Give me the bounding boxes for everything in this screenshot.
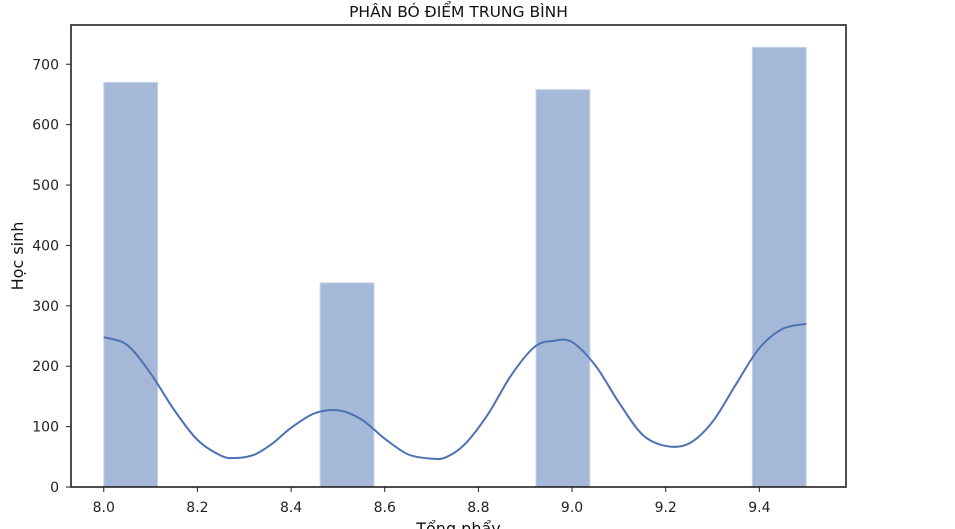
bars-group xyxy=(103,46,807,488)
x-axis-label: Tổng phẩy xyxy=(415,519,501,529)
x-tick-label: 8.2 xyxy=(186,500,208,516)
x-tick-label: 9.4 xyxy=(748,500,770,516)
histogram-bar xyxy=(103,81,159,488)
histogram-bar xyxy=(751,46,807,488)
x-tick-label: 9.2 xyxy=(655,500,677,516)
y-tick-label: 600 xyxy=(32,118,59,134)
plot-frame xyxy=(70,24,847,488)
y-axis-ticks: 0 100 200 300 400 500 600 700 xyxy=(32,57,71,496)
x-tick-label: 8.0 xyxy=(93,500,115,516)
x-axis-ticks: 8.0 8.2 8.4 8.6 8.8 9.0 9.2 9.4 xyxy=(93,487,771,516)
y-axis-label: Học sinh xyxy=(8,222,27,291)
chart-title: PHÂN BÓ ĐIỂM TRUNG BÌNH xyxy=(349,0,568,21)
x-tick-label: 9.0 xyxy=(561,500,583,516)
y-tick-label: 0 xyxy=(50,480,59,496)
y-tick-label: 400 xyxy=(32,238,59,254)
histogram-bar xyxy=(319,282,375,488)
y-tick-label: 500 xyxy=(32,178,59,194)
y-tick-label: 200 xyxy=(32,359,59,375)
y-tick-label: 300 xyxy=(32,299,59,315)
x-tick-label: 8.8 xyxy=(467,500,489,516)
y-tick-label: 700 xyxy=(32,57,59,73)
x-tick-label: 8.6 xyxy=(374,500,396,516)
kde-curve xyxy=(103,322,807,461)
x-tick-label: 8.4 xyxy=(280,500,302,516)
y-tick-label: 100 xyxy=(32,420,59,436)
histogram-bar xyxy=(535,89,591,488)
